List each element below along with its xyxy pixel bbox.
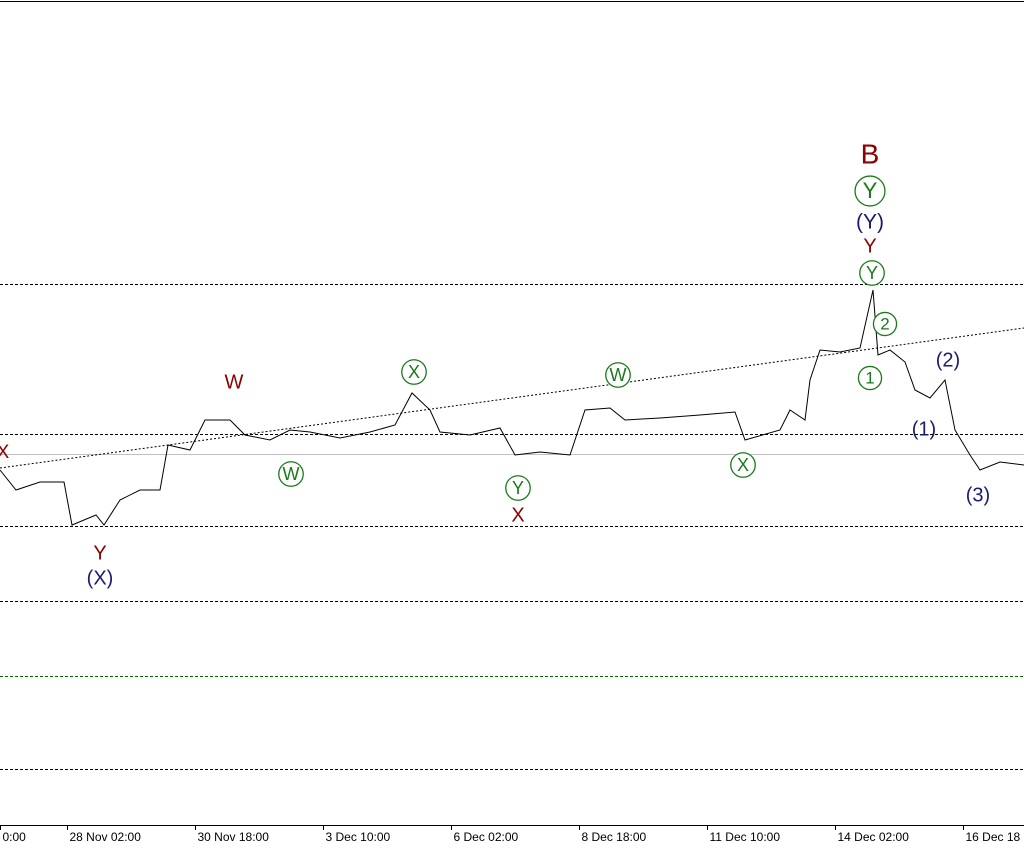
- x-tick-label: 0:00: [3, 830, 27, 844]
- wave-circle: [605, 362, 631, 388]
- wave-label: X: [737, 455, 749, 475]
- wave-label: (3): [966, 484, 990, 506]
- wave-circle: [278, 461, 304, 487]
- wave-label: X: [511, 504, 524, 526]
- x-tick-label: 14 Dec 02:00: [838, 830, 910, 844]
- wave-label: X: [408, 362, 420, 382]
- wave-circle: [854, 175, 886, 207]
- x-tick-label: 6 Dec 02:00: [454, 830, 519, 844]
- wave-label: (1): [912, 418, 936, 440]
- x-tick-label: 3 Dec 10:00: [326, 830, 391, 844]
- wave-label: B: [861, 138, 880, 169]
- wave-circle: [857, 365, 883, 391]
- wave-circle: [401, 359, 427, 385]
- wave-label: Y: [863, 178, 878, 203]
- x-tick-label: 28 Nov 02:00: [70, 830, 142, 844]
- wave-label: Y: [863, 235, 876, 257]
- wave-label: (Y): [856, 211, 884, 234]
- wave-label: X: [0, 442, 10, 463]
- x-tick-label: 11 Dec 10:00: [710, 830, 781, 844]
- trendline: [0, 327, 1024, 469]
- wave-label: W: [610, 365, 627, 385]
- wave-circle: [859, 260, 885, 286]
- price-line: [0, 289, 1024, 526]
- wave-label: W: [225, 371, 244, 393]
- wave-circle: [872, 311, 898, 337]
- wave-label: 1: [865, 368, 874, 387]
- wave-label: 2: [880, 314, 889, 333]
- wave-label: Y: [866, 263, 878, 283]
- wave-label: Y: [512, 478, 524, 498]
- x-tick-label: 30 Nov 18:00: [198, 830, 270, 844]
- x-tick-label: 8 Dec 18:00: [582, 830, 647, 844]
- wave-label: W: [283, 464, 300, 484]
- wave-circle: [505, 475, 531, 501]
- wave-circle: [730, 452, 756, 478]
- wave-label: (X): [87, 567, 114, 589]
- wave-label: Y: [93, 542, 106, 564]
- x-tick-label: 16 Dec 18: [966, 830, 1021, 844]
- wave-label: (2): [936, 349, 960, 371]
